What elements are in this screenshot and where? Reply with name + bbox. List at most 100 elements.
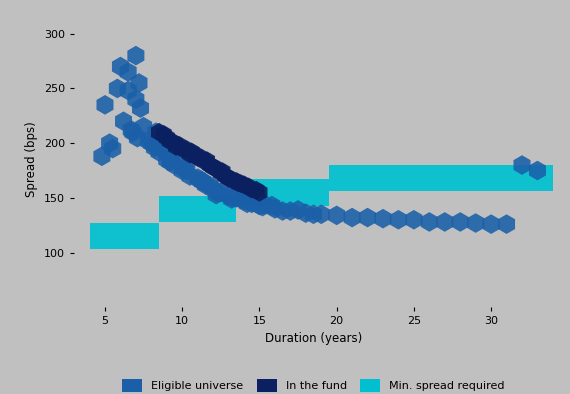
Point <box>202 158 211 164</box>
Point <box>278 208 287 214</box>
Point <box>154 149 164 155</box>
Y-axis label: Spread (bps): Spread (bps) <box>26 122 38 197</box>
Point <box>97 153 107 160</box>
Point <box>124 87 133 94</box>
Point <box>162 134 172 141</box>
Point <box>209 164 218 170</box>
Point <box>196 177 205 184</box>
Point <box>229 193 238 200</box>
Point <box>119 118 128 125</box>
Point <box>502 221 511 227</box>
Point <box>170 140 179 146</box>
Point <box>167 156 176 163</box>
Point <box>201 182 210 188</box>
Point <box>216 189 225 195</box>
Point <box>127 127 136 133</box>
Point <box>237 180 246 187</box>
Point <box>116 63 125 70</box>
Point <box>159 131 168 138</box>
Point <box>157 145 166 152</box>
Point <box>487 221 496 227</box>
Point <box>363 214 372 221</box>
Point <box>221 173 230 179</box>
Legend: Eligible universe, In the fund, Min. spread required: Eligible universe, In the fund, Min. spr… <box>118 375 509 394</box>
Point <box>471 220 481 226</box>
Point <box>348 214 357 221</box>
Point <box>242 200 251 206</box>
Point <box>182 147 192 153</box>
Point <box>258 203 267 210</box>
Point <box>105 140 114 146</box>
Point <box>152 129 161 136</box>
Polygon shape <box>89 165 553 249</box>
Point <box>174 155 184 162</box>
Point <box>247 186 256 192</box>
Point <box>218 169 227 175</box>
Point <box>205 183 214 189</box>
Point <box>227 196 236 202</box>
Point <box>185 151 194 157</box>
Point <box>198 155 207 162</box>
Point <box>146 140 156 146</box>
Point <box>172 143 181 150</box>
Point <box>301 210 310 216</box>
Point <box>232 178 241 185</box>
Point <box>255 203 264 209</box>
Point <box>131 52 140 59</box>
Point <box>378 216 388 222</box>
Point <box>213 166 222 173</box>
Point <box>309 211 318 217</box>
Point <box>237 196 246 202</box>
Point <box>190 151 199 157</box>
Point <box>244 198 253 204</box>
Point <box>100 102 109 108</box>
Point <box>178 167 187 174</box>
Point <box>409 217 418 223</box>
Point <box>201 159 210 165</box>
Point <box>213 189 222 195</box>
Point <box>193 154 202 160</box>
Point <box>165 138 174 144</box>
Point <box>455 219 465 225</box>
Point <box>252 187 261 193</box>
Point <box>229 177 238 184</box>
Point <box>133 134 142 141</box>
Point <box>181 166 190 173</box>
Point <box>216 169 225 176</box>
Point <box>247 200 256 206</box>
Point <box>174 142 184 149</box>
Point <box>135 80 144 86</box>
Point <box>394 217 403 223</box>
Point <box>170 162 179 168</box>
Point <box>144 138 153 144</box>
Point <box>113 85 122 91</box>
Point <box>128 129 137 136</box>
Point <box>332 212 341 219</box>
Point <box>193 175 202 181</box>
Point <box>108 145 117 152</box>
Point <box>518 162 527 168</box>
Point <box>165 159 174 165</box>
Point <box>185 173 194 179</box>
Point <box>162 156 172 163</box>
Point <box>267 203 276 209</box>
Point <box>182 167 192 174</box>
Point <box>232 195 241 201</box>
Point <box>425 219 434 225</box>
Point <box>286 208 295 214</box>
Point <box>178 145 187 152</box>
Point <box>154 129 164 136</box>
Point <box>224 175 233 181</box>
Point <box>270 206 279 212</box>
Point <box>136 105 145 111</box>
Point <box>198 178 207 185</box>
Point <box>294 207 303 213</box>
Point <box>259 201 268 208</box>
Point <box>224 193 233 199</box>
Point <box>139 124 148 130</box>
Point <box>209 186 218 192</box>
Point <box>124 69 133 75</box>
Point <box>131 96 140 102</box>
Point <box>239 182 249 188</box>
X-axis label: Duration (years): Duration (years) <box>265 332 362 345</box>
